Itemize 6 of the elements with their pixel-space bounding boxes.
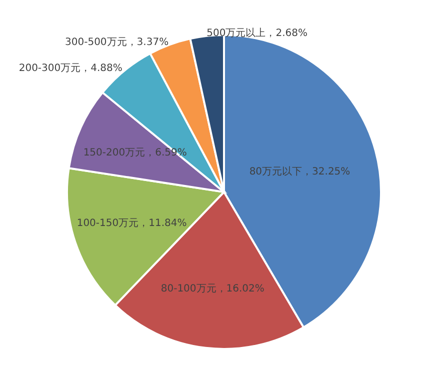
slice-label: 500万元以上，2.68%: [206, 26, 308, 38]
slice-label: 80-100万元，16.02%: [160, 283, 264, 294]
slice-label: 100-150万元，11.84%: [76, 218, 187, 229]
slice-label: 300-500万元，3.37%: [65, 36, 169, 48]
slice-label: 200-300万元，4.88%: [18, 62, 122, 74]
slice-label: 80万元以下，32.25%: [249, 164, 350, 177]
